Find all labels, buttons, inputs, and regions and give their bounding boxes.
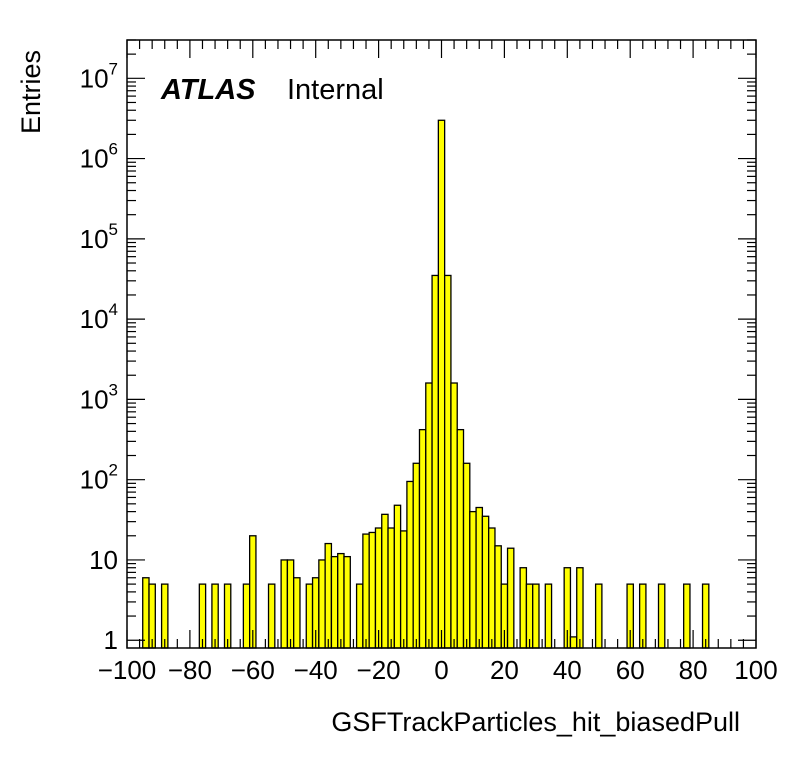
histogram-bin: [532, 583, 540, 649]
histogram-bin: [293, 577, 301, 649]
x-tick-label: 20: [490, 655, 519, 685]
histogram-bin: [412, 462, 421, 649]
histogram-bin: [211, 583, 219, 649]
histogram-bin: [318, 559, 326, 649]
y-tick-label: 102: [80, 461, 118, 495]
histogram-bin: [198, 583, 207, 649]
histogram-bin: [368, 531, 377, 649]
y-tick-label: 103: [80, 380, 118, 414]
y-tick-label: 1: [104, 625, 118, 655]
histogram-bin: [337, 552, 345, 649]
histogram-bin: [481, 515, 490, 649]
y-tick-label: 107: [80, 59, 118, 93]
histogram-bin: [638, 583, 647, 649]
histogram-bin: [701, 583, 710, 649]
histogram-bin: [418, 428, 427, 649]
histogram-bin: [569, 636, 578, 649]
histogram-bin: [431, 274, 440, 649]
x-tick-labels: −100 −80 −60 −40 −20 0 20 40 60 80 100: [98, 655, 778, 685]
histogram-bin: [160, 583, 169, 649]
histogram-bin: [142, 577, 150, 649]
histogram-bin: [324, 542, 333, 649]
x-tick-label: −60: [231, 655, 275, 685]
histogram-bin: [223, 583, 232, 649]
histogram-bin: [443, 274, 452, 649]
histogram-bin: [406, 480, 414, 649]
histogram-bin: [657, 583, 666, 649]
y-tick-label: 105: [80, 220, 118, 254]
histogram-bin: [475, 506, 484, 649]
histogram-bin: [456, 428, 465, 649]
histogram-bin: [387, 527, 395, 649]
x-tick-label: 40: [553, 655, 582, 685]
histogram-bars: [142, 119, 710, 649]
histogram-bin: [544, 583, 553, 649]
y-axis-label: Entries: [16, 50, 46, 134]
y-tick-label: 104: [80, 300, 118, 334]
histogram-bin: [286, 559, 295, 649]
histogram-bin: [148, 583, 156, 649]
histogram-bin: [393, 504, 402, 649]
x-tick-label: 0: [434, 655, 448, 685]
histogram-bin: [305, 583, 314, 649]
x-tick-label: −40: [294, 655, 338, 685]
y-tick-label: 10: [89, 545, 118, 575]
histogram-bin: [267, 583, 276, 649]
histogram-bin: [437, 119, 446, 649]
histogram-bin: [381, 513, 389, 649]
histogram-bin: [425, 382, 433, 649]
atlas-label: ATLAS: [160, 74, 256, 106]
atlas-status-label: Internal: [287, 74, 384, 106]
axis-ticks: [126, 39, 757, 648]
y-tick-labels: 1 10 102 103 104 105 106 107: [80, 59, 118, 655]
histogram-bin: [594, 583, 603, 649]
y-tick-label: 106: [80, 140, 118, 174]
x-tick-label: −100: [98, 655, 157, 685]
histogram-bin: [242, 583, 251, 649]
histogram-bin: [399, 530, 408, 649]
histogram-bin: [488, 527, 496, 649]
x-tick-label: 100: [734, 655, 777, 685]
histogram-bin: [683, 583, 691, 649]
histogram-bin: [494, 545, 502, 649]
histogram-bin: [280, 559, 289, 649]
x-tick-label: −20: [357, 655, 401, 685]
histogram-bin: [519, 567, 528, 649]
histogram-bin: [450, 382, 458, 649]
x-axis-label: GSFTrackParticles_hit_biasedPull: [331, 707, 740, 737]
plot-frame: [126, 39, 757, 649]
histogram-bin: [576, 567, 584, 649]
x-tick-label: 60: [616, 655, 645, 685]
x-tick-label: −80: [168, 655, 212, 685]
histogram-bin: [469, 510, 477, 649]
histogram-bin: [462, 462, 471, 649]
histogram-bin: [525, 583, 534, 649]
histogram-bin: [330, 555, 339, 649]
x-tick-label: 80: [679, 655, 708, 685]
histogram-bin: [506, 547, 515, 649]
histogram-bin: [343, 555, 351, 649]
histogram-bin: [362, 533, 370, 649]
histogram-bin: [355, 583, 364, 649]
